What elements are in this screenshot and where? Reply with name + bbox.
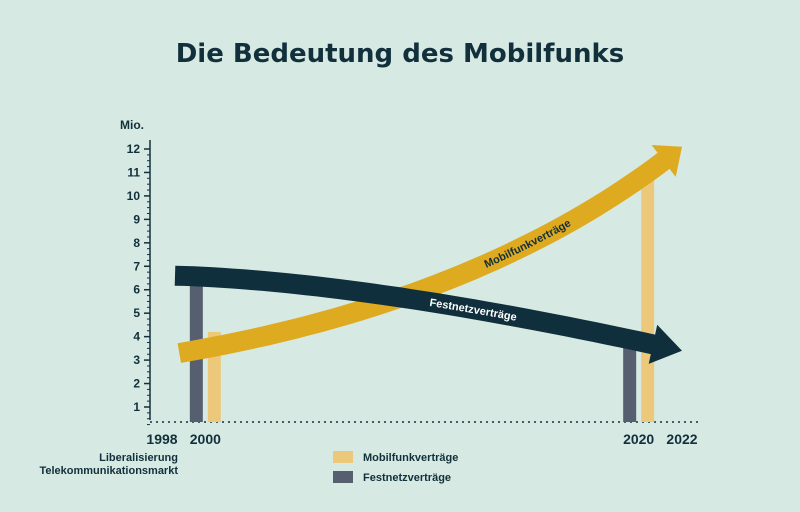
x-annotation-line-1: Liberalisierung [99, 452, 178, 464]
y-tick-label: 12 [127, 142, 141, 156]
chart-title: Die Bedeutung des Mobilfunks [176, 39, 625, 69]
y-tick-label: 10 [127, 189, 141, 203]
legend-item-mobilfunk: Mobilfunkverträge [333, 451, 458, 464]
x-tick-label: 2020 [623, 431, 654, 447]
festnetz-arrow-body [174, 265, 682, 364]
legend-item-festnetz: Festnetzverträge [333, 471, 451, 484]
y-tick-label: 1 [133, 400, 140, 414]
y-tick-label: 11 [127, 165, 140, 179]
y-tick-label: 9 [133, 212, 140, 226]
y-tick-label: 3 [133, 353, 140, 367]
y-tick-label: 4 [133, 330, 140, 344]
legend-label-mobilfunk: Mobilfunkverträge [363, 452, 458, 464]
x-tick-label: 1998 [146, 431, 177, 447]
mobilfunk-bar-2020 [641, 177, 655, 422]
mobilfunk-arrow-body [177, 145, 682, 363]
x-tick-label: 2000 [190, 431, 221, 447]
legend-swatch-mobilfunk [333, 451, 353, 463]
y-tick-label: 7 [133, 259, 140, 273]
y-axis-label: Mio. [120, 118, 144, 132]
legend-label-festnetz: Festnetzverträge [363, 472, 451, 484]
x-axis: 1998 2000 2020 2022 [146, 431, 697, 447]
mobilfunk-arrow-label: Mobilfunkverträge [483, 217, 573, 270]
y-tick-label: 8 [133, 236, 140, 250]
x-annotation: Liberalisierung Telekommunikationsmarkt [39, 452, 178, 477]
x-annotation-line-2: Telekommunikationsmarkt [39, 465, 178, 477]
y-tick-label: 6 [133, 283, 140, 297]
legend: Mobilfunkverträge Festnetzverträge [333, 451, 458, 484]
legend-swatch-festnetz [333, 471, 353, 483]
x-tick-label: 2022 [666, 431, 697, 447]
y-tick-label: 2 [133, 377, 140, 391]
y-tick-label: 5 [133, 306, 140, 320]
festnetz-bar-2020 [623, 346, 637, 422]
